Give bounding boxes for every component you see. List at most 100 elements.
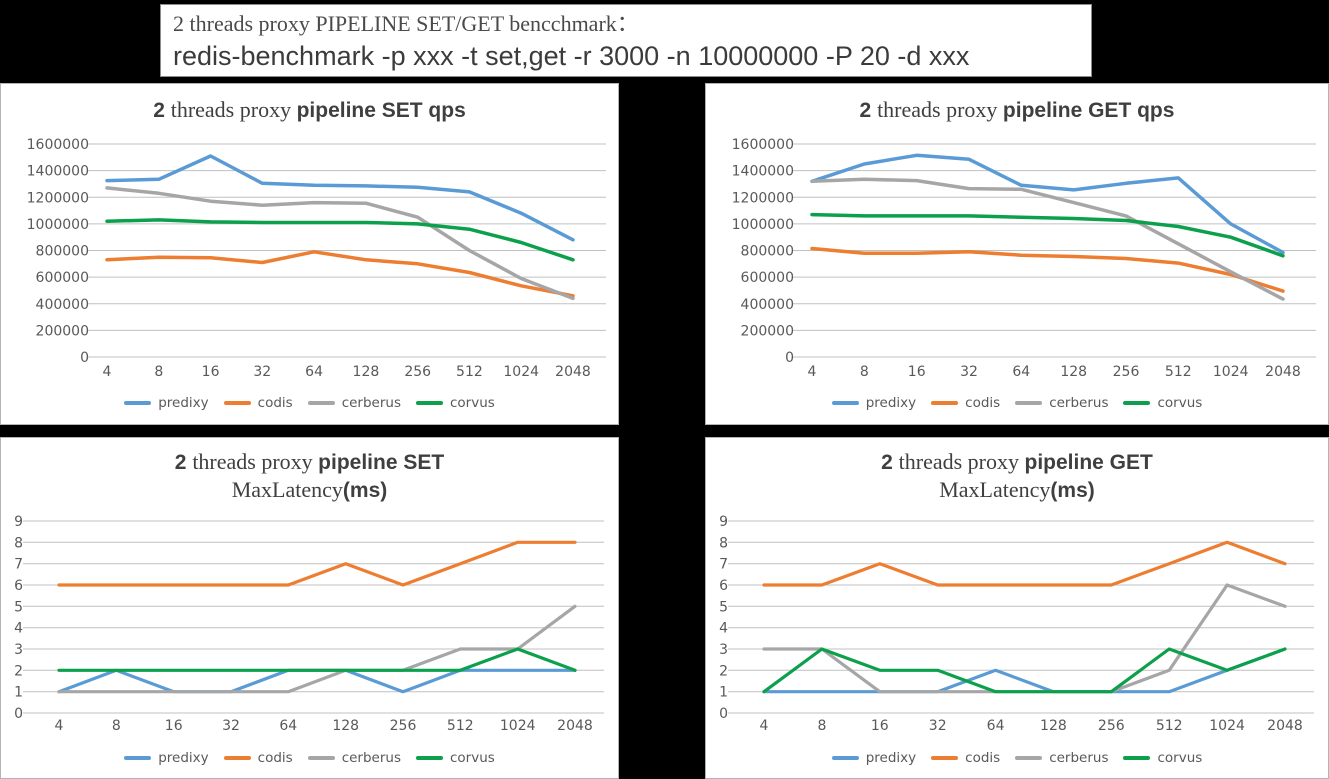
x-axis-tick-label: 512 — [456, 364, 483, 380]
title-part: (ms) — [1050, 479, 1095, 502]
y-axis-tick-label: 4 — [14, 621, 23, 637]
y-axis-tick-label: 1 — [14, 685, 23, 701]
series-line-cerberus — [810, 177, 1285, 301]
y-axis-tick-label: 9 — [719, 514, 728, 530]
chart-title-line: MaxLatency(ms) — [1, 476, 618, 504]
header-box: 2 threads proxy PIPELINE SET/GET bencchm… — [160, 4, 1092, 77]
chart-title-line: 2 threads proxy pipeline SET qps — [1, 96, 618, 124]
legend-label-predixy: predixy — [865, 750, 917, 766]
x-axis-tick-label: 4 — [760, 718, 769, 734]
series-line-codis — [810, 246, 1285, 293]
legend-label-codis: codis — [965, 750, 1001, 766]
chart-title-set-qps: 2 threads proxy pipeline SET qps — [1, 84, 618, 132]
y-axis-tick-label: 1000000 — [27, 217, 89, 233]
title-part: (ms) — [342, 479, 388, 502]
title-part: MaxLatency — [231, 477, 343, 502]
chart-title-line: 2 threads proxy pipeline GET — [706, 448, 1328, 476]
chart-plot-area: 1600000 1400000 1200000 1000000 800000 600000… — [1, 132, 618, 382]
legend-swatch-predixy — [831, 756, 859, 760]
chart-plot-area: 1600000 1400000 1200000 1000000 800000 600000… — [706, 132, 1328, 382]
legend-label-corvus: corvus — [1157, 395, 1203, 411]
y-axis-tick-label: 9 — [14, 514, 23, 530]
x-axis-tick-label: 2048 — [555, 364, 591, 380]
y-axis-tick-label: 2 — [719, 663, 728, 679]
header-title: 2 threads proxy PIPELINE SET/GET bencchm… — [173, 11, 639, 36]
chart-legend: predixy codis cerberus corvus — [706, 738, 1328, 778]
title-part: threads proxy — [898, 449, 1025, 474]
legend-item-predixy: predixy — [831, 395, 916, 411]
x-axis-tick-label: 64 — [279, 718, 297, 734]
title-part: 2 — [153, 99, 171, 122]
series-line-cerberus — [57, 604, 577, 694]
chart-panel-get-latency: 2 threads proxy pipeline GET MaxLatency(m… — [705, 437, 1329, 779]
y-axis-tick-label: 200000 — [36, 323, 89, 339]
x-axis-tick-label: 2048 — [557, 718, 593, 734]
series-line-predixy — [105, 154, 575, 242]
y-axis-tick-label: 600000 — [741, 270, 794, 286]
legend-label-cerberus: cerberus — [341, 750, 401, 766]
x-axis-tick-label: 2048 — [1267, 718, 1303, 734]
legend-label-predixy: predixy — [158, 750, 209, 766]
x-axis-tick-label: 4 — [103, 364, 112, 380]
title-part: pipeline SET qps — [296, 99, 466, 122]
legend-item-cerberus: cerberus — [307, 395, 401, 411]
y-axis-tick-label: 7 — [14, 557, 23, 573]
chart-plot-area: 9 8 7 6 5 4 3 2 1 0 4 8 16 32 64 128 256 512 1024 2048 — [706, 506, 1328, 738]
series-line-corvus — [810, 212, 1285, 258]
x-axis-tick-label: 4 — [808, 364, 817, 380]
chart-legend: predixy codis cerberus corvus — [1, 738, 618, 778]
chart-title-line: MaxLatency(ms) — [706, 476, 1328, 504]
legend-swatch-corvus — [415, 401, 443, 405]
y-axis-tick-label: 400000 — [36, 297, 89, 313]
legend-swatch-corvus — [1123, 756, 1151, 760]
y-axis-tick-label: 2 — [14, 663, 23, 679]
legend-swatch-corvus — [1123, 401, 1151, 405]
x-axis-tick-label: 64 — [1012, 364, 1030, 380]
chart-title-line: 2 threads proxy pipeline SET — [1, 448, 618, 476]
chart-panel-set-latency: 2 threads proxy pipeline SET MaxLatency(m… — [0, 437, 619, 779]
legend-item-corvus: corvus — [415, 395, 495, 411]
x-axis-tick-label: 32 — [929, 718, 947, 734]
x-axis-tick-label: 512 — [1156, 718, 1183, 734]
legend-swatch-cerberus — [307, 756, 335, 760]
legend-item-codis: codis — [931, 750, 1000, 766]
legend-label-cerberus: cerberus — [341, 395, 401, 411]
title-part: 2 — [174, 451, 193, 474]
title-part: threads proxy — [192, 449, 319, 474]
y-axis-tick-label: 8 — [14, 535, 23, 551]
chart-canvas-get-qps: 1600000 1400000 1200000 1000000 800000 600000… — [732, 137, 1316, 380]
chart-title-set-latency: 2 threads proxy pipeline SET MaxLatency(m… — [1, 438, 618, 506]
y-axis-tick-label: 3 — [14, 642, 23, 658]
legend-label-corvus: corvus — [1157, 750, 1203, 766]
legend-item-cerberus: cerberus — [307, 750, 401, 766]
y-axis-tick-label: 400000 — [741, 297, 794, 313]
legend-item-predixy: predixy — [124, 750, 209, 766]
x-axis-tick-label: 256 — [390, 718, 417, 734]
y-axis-tick-label: 0 — [14, 706, 23, 722]
legend-swatch-cerberus — [307, 401, 335, 405]
legend-label-corvus: corvus — [449, 395, 495, 411]
y-axis-tick-label: 200000 — [741, 323, 794, 339]
x-axis-tick-label: 16 — [908, 364, 926, 380]
legend-swatch-codis — [223, 401, 251, 405]
x-axis-tick-label: 128 — [353, 364, 380, 380]
chart-title-line: 2 threads proxy pipeline GET qps — [706, 96, 1328, 124]
legend-item-codis: codis — [223, 395, 293, 411]
x-axis-tick-label: 2048 — [1265, 364, 1301, 380]
y-axis-tick-label: 0 — [80, 350, 89, 366]
x-axis-tick-label: 32 — [253, 364, 271, 380]
series-line-codis — [105, 250, 575, 298]
y-axis-tick-label: 8 — [719, 535, 728, 551]
y-axis-tick-label: 1200000 — [732, 190, 794, 206]
y-axis-tick-label: 800000 — [741, 244, 794, 260]
y-axis-tick-label: 800000 — [36, 244, 89, 260]
legend-swatch-predixy — [124, 756, 152, 760]
title-part: pipeline GET qps — [1002, 99, 1175, 122]
legend-label-cerberus: cerberus — [1049, 750, 1109, 766]
series-line-predixy — [810, 153, 1285, 255]
legend-swatch-predixy — [831, 401, 859, 405]
chart-plot-area: 9 8 7 6 5 4 3 2 1 0 4 8 16 32 64 128 256 512 1024 2048 — [1, 506, 618, 738]
x-axis-tick-label: 256 — [404, 364, 431, 380]
legend-item-predixy: predixy — [124, 395, 209, 411]
series-line-corvus — [762, 647, 1287, 694]
